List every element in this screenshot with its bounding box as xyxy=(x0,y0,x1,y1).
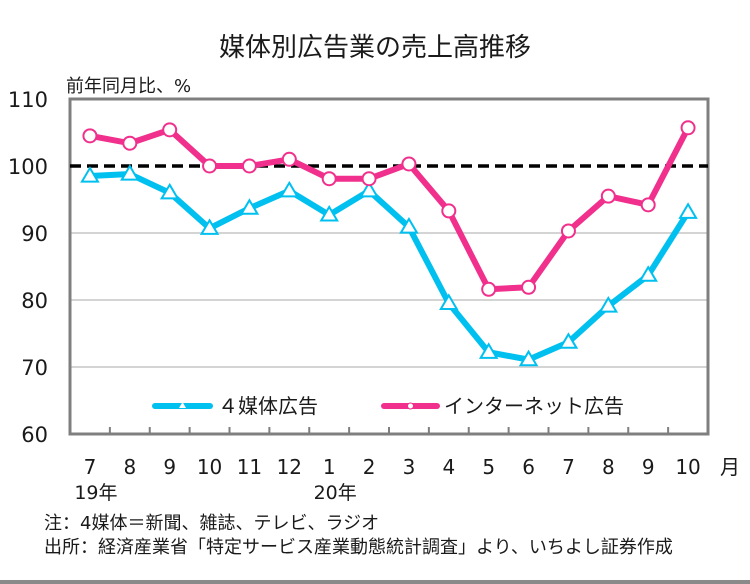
x-tick-label: 10 xyxy=(675,455,700,479)
data-point-internet xyxy=(680,120,696,136)
x-tick-label: 8 xyxy=(123,455,136,479)
chart-note: 注：4媒体＝新聞、雑誌、テレビ、ラジオ xyxy=(44,513,380,534)
data-point-internet xyxy=(600,188,616,204)
data-point-four-media xyxy=(558,332,579,349)
data-point-internet xyxy=(162,122,178,138)
x-tick-label: 10 xyxy=(197,455,222,479)
data-point-internet xyxy=(361,171,377,187)
data-point-internet xyxy=(441,203,457,219)
y-tick-label: 90 xyxy=(21,222,48,246)
y-tick-label: 100 xyxy=(8,155,48,179)
data-point-internet xyxy=(640,197,656,213)
data-point-internet xyxy=(82,128,98,144)
data-point-internet xyxy=(281,151,297,167)
bottom-divider xyxy=(0,580,750,584)
data-point-four-media xyxy=(478,342,499,359)
data-point-four-media xyxy=(399,216,419,234)
data-point-internet xyxy=(321,171,337,187)
legend-label: ４媒体広告 xyxy=(218,394,318,418)
data-point-four-media xyxy=(598,296,619,313)
x-tick-label: 12 xyxy=(277,455,302,479)
y-axis-unit-label: 前年同月比、% xyxy=(66,76,192,97)
x-tick-label: 6 xyxy=(522,455,535,479)
data-point-four-media xyxy=(120,164,140,181)
data-point-four-media xyxy=(159,182,180,200)
data-point-four-media xyxy=(279,180,300,198)
data-point-internet xyxy=(560,223,576,239)
data-point-internet xyxy=(481,281,497,297)
y-tick-label: 60 xyxy=(21,423,48,447)
x-tick-label: 7 xyxy=(562,455,575,479)
x-tick-label: 9 xyxy=(163,455,176,479)
data-point-internet xyxy=(202,158,218,174)
data-point-internet xyxy=(122,135,138,151)
data-point-four-media xyxy=(638,265,658,282)
x-tick-label: 5 xyxy=(482,455,495,479)
x-tick-label: 2 xyxy=(363,455,376,479)
legend-item: インターネット広告 xyxy=(381,394,624,418)
y-tick-label: 80 xyxy=(21,289,48,313)
legend-item: ４媒体広告 xyxy=(152,394,318,418)
series-line-four-media xyxy=(86,171,692,363)
x-tick-label: 7 xyxy=(84,455,97,479)
data-point-four-media xyxy=(80,166,100,183)
data-point-internet xyxy=(401,156,417,172)
plot-frame xyxy=(68,97,710,436)
data-point-four-media xyxy=(319,204,339,222)
data-point-four-media xyxy=(439,293,459,310)
legend-label: インターネット広告 xyxy=(444,394,624,418)
x-tick-label: 3 xyxy=(403,455,416,479)
x-tick-label: 4 xyxy=(442,455,455,479)
series-line-internet xyxy=(86,124,692,293)
data-point-four-media xyxy=(359,180,379,198)
data-point-internet xyxy=(521,279,537,295)
chart-title: 媒体別広告業の売上高推移 xyxy=(218,33,531,63)
x-tick-label: 11 xyxy=(237,455,262,479)
data-point-internet xyxy=(241,158,257,174)
x-axis-unit-label: 月 xyxy=(720,455,740,479)
chart-source: 出所：経済産業省「特定サービス産業動態統計調査」より、いちよし証券作成 xyxy=(44,537,673,558)
data-point-four-media xyxy=(518,349,539,367)
data-point-four-media xyxy=(239,198,260,215)
data-point-four-media xyxy=(199,218,220,235)
legend-marker-triangle-icon xyxy=(179,402,186,408)
x-tick-label: 8 xyxy=(602,455,615,479)
year-label: 20年 xyxy=(314,482,357,504)
y-tick-label: 110 xyxy=(8,88,48,112)
y-tick-label: 70 xyxy=(21,356,48,380)
legend-marker-circle-icon xyxy=(407,402,414,410)
year-label: 19年 xyxy=(74,482,117,504)
x-tick-label: 1 xyxy=(323,455,336,479)
x-tick-label: 9 xyxy=(642,455,655,479)
data-point-four-media xyxy=(678,202,698,219)
